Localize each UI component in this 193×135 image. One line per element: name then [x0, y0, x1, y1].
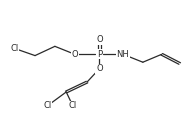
Text: Cl: Cl	[43, 101, 52, 110]
Text: NH: NH	[117, 50, 129, 59]
Text: Cl: Cl	[10, 44, 18, 53]
Text: O: O	[71, 50, 78, 59]
Text: P: P	[97, 50, 102, 59]
Text: O: O	[96, 35, 103, 44]
Text: Cl: Cl	[69, 101, 77, 110]
Text: O: O	[96, 64, 103, 73]
